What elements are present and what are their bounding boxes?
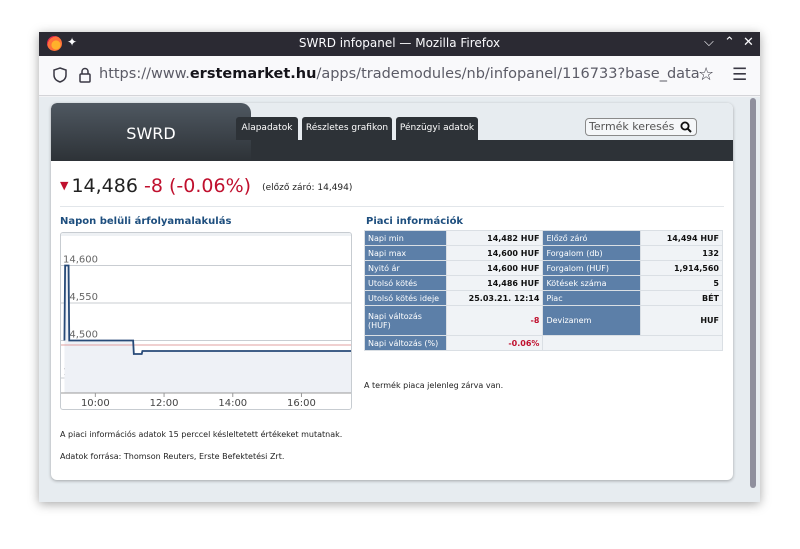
table-row: Napi max 14,600 HUF Forgalom (db) 132 bbox=[364, 245, 723, 261]
firefox-logo-icon bbox=[47, 36, 62, 51]
tab-alapadatok[interactable]: Alapadatok bbox=[236, 117, 298, 140]
info-label: Előző záró bbox=[542, 230, 642, 246]
info-value: 5 bbox=[640, 275, 723, 291]
divider bbox=[60, 206, 724, 207]
bookmark-star-icon[interactable]: ☆ bbox=[698, 64, 715, 85]
info-label: Utolsó kötés ideje bbox=[364, 290, 447, 306]
info-value: 132 bbox=[640, 245, 723, 261]
info-value: -0.06% bbox=[445, 335, 544, 351]
table-row: Utolsó kötés ideje 25.03.21. 12:14 Piac BÉT bbox=[364, 290, 723, 306]
info-value: 1,914,560 bbox=[640, 260, 723, 276]
product-tab[interactable]: SWRD bbox=[51, 103, 251, 161]
scrollbar[interactable] bbox=[750, 98, 756, 488]
x-tick-label: 12:00 bbox=[150, 398, 179, 409]
tab-reszletes-grafikon[interactable]: Részletes grafikon bbox=[302, 117, 392, 140]
window-title: SWRD infopanel — Mozilla Firefox bbox=[298, 36, 501, 50]
delay-note: A piaci információs adatok 15 perccel ké… bbox=[60, 430, 343, 439]
table-row: Nyitó ár 14,600 HUF Forgalom (HUF) 1,914,56… bbox=[364, 260, 723, 276]
info-value: 14,486 HUF bbox=[445, 275, 544, 291]
title-bar: ✦ SWRD infopanel — Mozilla Firefox ⌵ ⌃ ✕ bbox=[39, 32, 760, 56]
minimize-icon[interactable]: ⌵ bbox=[704, 35, 714, 50]
info-label: Kötések száma bbox=[542, 275, 642, 291]
x-tick-label: 16:00 bbox=[287, 398, 316, 409]
table-row: Napi változás (%) -0.06% bbox=[364, 335, 723, 351]
page-viewport: SWRD Alapadatok Részletes grafikon Pénzü… bbox=[39, 97, 760, 502]
url-domain: erstemarket.hu bbox=[189, 66, 317, 82]
down-arrow-icon: ▼ bbox=[60, 179, 69, 192]
pin-icon[interactable]: ✦ bbox=[67, 35, 78, 49]
maximize-icon[interactable]: ⌃ bbox=[724, 35, 735, 50]
y-tick-label: 14,500 bbox=[63, 330, 98, 341]
browser-window: ✦ SWRD infopanel — Mozilla Firefox ⌵ ⌃ ✕… bbox=[39, 32, 760, 502]
previous-close: (előző záró: 14,494) bbox=[262, 183, 353, 193]
info-label: Napi max bbox=[364, 245, 447, 261]
price-change-pct: (-0.06%) bbox=[169, 175, 252, 197]
info-value: 14,494 HUF bbox=[640, 230, 723, 246]
info-label: Devizanem bbox=[542, 305, 642, 336]
y-tick-label: 14,550 bbox=[63, 292, 98, 303]
info-value: BÉT bbox=[640, 290, 723, 306]
info-label: Forgalom (HUF) bbox=[542, 260, 642, 276]
info-label: Piac bbox=[542, 290, 642, 306]
address-bar[interactable]: https://www.erstemarket.hu/apps/trademod… bbox=[39, 56, 760, 96]
url-path: /apps/trademodules/nb/infopanel/116733?b… bbox=[316, 66, 700, 82]
infopanel: SWRD Alapadatok Részletes grafikon Pénzü… bbox=[51, 103, 733, 480]
product-search-input[interactable]: Termék keresés bbox=[585, 118, 697, 136]
last-price: 14,486 bbox=[71, 175, 138, 197]
info-value: HUF bbox=[640, 305, 723, 336]
y-tick-label: 14,600 bbox=[63, 255, 98, 266]
market-info-table: Napi min 14,482 HUF Előző záró 14,494 HUF Na… bbox=[364, 230, 723, 351]
table-row: Napi változás (HUF) -8 Devizanem HUF bbox=[364, 305, 723, 336]
info-value: 14,600 HUF bbox=[445, 245, 544, 261]
series-area bbox=[64, 265, 351, 393]
price-change: -8 bbox=[144, 175, 163, 197]
info-value: 25.03.21. 12:14 bbox=[445, 290, 544, 306]
table-row: Utolsó kötés 14,486 HUF Kötések száma 5 bbox=[364, 275, 723, 291]
url-text[interactable]: https://www.erstemarket.hu/apps/trademod… bbox=[99, 66, 700, 82]
info-label: Napi változás (HUF) bbox=[364, 305, 447, 336]
info-label: Utolsó kötés bbox=[364, 275, 447, 291]
market-info-title: Piaci információk bbox=[366, 216, 464, 227]
info-label: Napi min bbox=[364, 230, 447, 246]
lock-icon[interactable] bbox=[79, 67, 91, 83]
intraday-chart: 14,45014,50014,55014,60010:0012:0014:001… bbox=[60, 232, 352, 410]
price-line: ▼ 14,486 -8 (-0.06%) (előző záró: 14,494) bbox=[60, 175, 352, 197]
search-icon[interactable] bbox=[680, 121, 692, 133]
x-tick-label: 14:00 bbox=[218, 398, 247, 409]
info-value: 14,482 HUF bbox=[445, 230, 544, 246]
chart-svg: 14,45014,50014,55014,60010:0012:0014:001… bbox=[61, 233, 351, 409]
chart-top-band bbox=[61, 233, 351, 236]
info-value: 14,600 HUF bbox=[445, 260, 544, 276]
info-value: -8 bbox=[445, 305, 544, 336]
table-row: Napi min 14,482 HUF Előző záró 14,494 HUF bbox=[364, 230, 723, 246]
x-tick-label: 10:00 bbox=[81, 398, 110, 409]
market-closed-note: A termék piaca jelenleg zárva van. bbox=[364, 381, 504, 390]
source-note: Adatok forrása: Thomson Reuters, Erste B… bbox=[60, 452, 285, 461]
tab-penzugyi-adatok[interactable]: Pénzügyi adatok bbox=[396, 117, 478, 140]
series-line bbox=[63, 264, 351, 355]
intraday-title: Napon belüli árfolyamalakulás bbox=[60, 216, 232, 227]
empty-cell bbox=[542, 335, 723, 351]
panel-header: SWRD Alapadatok Részletes grafikon Pénzü… bbox=[51, 103, 733, 161]
url-prefix: https://www. bbox=[99, 66, 190, 82]
hamburger-menu-icon[interactable]: ☰ bbox=[732, 65, 748, 85]
info-label: Forgalom (db) bbox=[542, 245, 642, 261]
info-label: Nyitó ár bbox=[364, 260, 447, 276]
close-icon[interactable]: ✕ bbox=[743, 35, 754, 50]
search-placeholder: Termék keresés bbox=[589, 120, 675, 133]
info-label: Napi változás (%) bbox=[364, 335, 447, 351]
shield-icon[interactable] bbox=[53, 67, 67, 83]
